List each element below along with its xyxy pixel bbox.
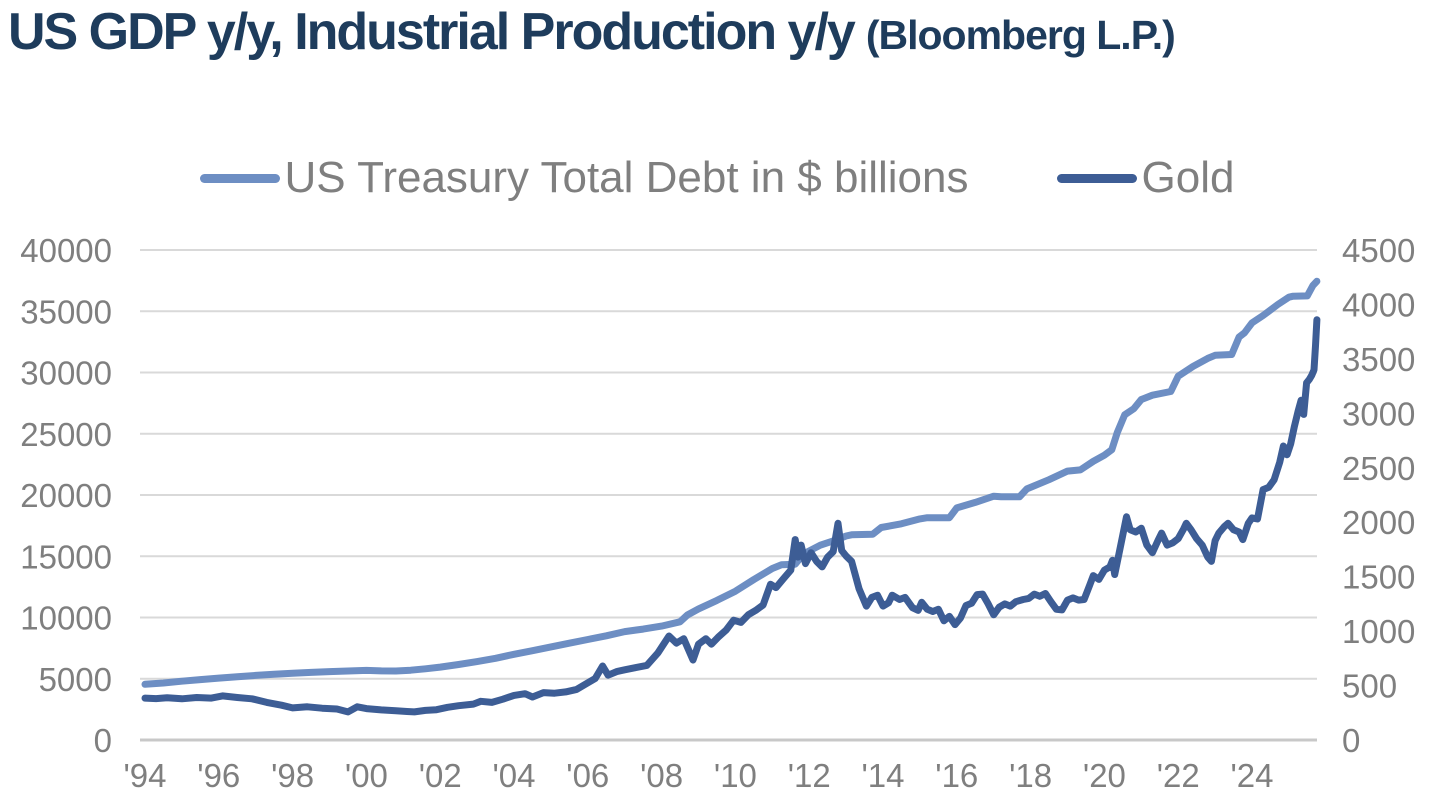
chart-legend: US Treasury Total Debt in $ billions Gol… [0, 156, 1434, 200]
x-axis-tick-label: '22 [1157, 757, 1200, 794]
y-axis-right-tick-label: 1000 [1342, 613, 1415, 650]
x-axis-tick-label: '24 [1230, 757, 1273, 794]
y-axis-right-tick-label: 4500 [1342, 232, 1415, 269]
x-axis-tick-label: '98 [271, 757, 314, 794]
y-axis-left-tick-label: 25000 [20, 416, 112, 453]
y-axis-left-tick-label: 15000 [20, 538, 112, 575]
x-axis-tick-label: '12 [788, 757, 831, 794]
y-axis-left-tick-label: 40000 [20, 232, 112, 269]
legend-item-gold: Gold [1056, 153, 1235, 202]
x-axis-tick-label: '06 [566, 757, 609, 794]
x-axis-tick-label: '16 [935, 757, 978, 794]
x-axis-tick-label: '14 [861, 757, 904, 794]
y-axis-right-tick-label: 4000 [1342, 286, 1415, 323]
x-axis-tick-label: '96 [197, 757, 240, 794]
x-axis-tick-label: '02 [419, 757, 462, 794]
x-axis-tick-label: '20 [1083, 757, 1126, 794]
series-line-gold [141, 316, 1321, 716]
x-axis-tick-label: '94 [123, 757, 166, 794]
page-title-source: (Bloomberg L.P.) [865, 12, 1176, 58]
y-axis-right-tick-label: 0 [1342, 722, 1360, 759]
y-axis-right-tick-label: 2000 [1342, 504, 1415, 541]
y-axis-right-tick-label: 1500 [1342, 559, 1415, 596]
x-axis-tick-label: '00 [345, 757, 388, 794]
y-axis-left-tick-label: 0 [94, 722, 112, 759]
y-axis-right-tick-label: 2500 [1342, 450, 1415, 487]
legend-label-gold: Gold [1141, 153, 1235, 202]
page-title: US GDP y/y, Industrial Production y/y (B… [8, 2, 1176, 62]
page-title-main: US GDP y/y, Industrial Production y/y [8, 3, 856, 61]
y-axis-right-tick-label: 3000 [1342, 395, 1415, 432]
y-axis-left-tick-label: 10000 [20, 600, 112, 637]
y-axis-right-tick-label: 3500 [1342, 341, 1415, 378]
x-axis-tick-label: '08 [640, 757, 683, 794]
y-axis-left-tick-label: 20000 [20, 477, 112, 514]
legend-label-treasury: US Treasury Total Debt in $ billions [284, 153, 969, 202]
x-axis-tick-label: '18 [1009, 757, 1052, 794]
y-axis-right-tick-label: 500 [1342, 668, 1397, 705]
gold-line-marker-icon [1056, 173, 1137, 183]
y-axis-left-tick-label: 35000 [20, 293, 112, 330]
legend-item-treasury: US Treasury Total Debt in $ billions [199, 153, 969, 202]
treasury-line-marker-icon [199, 173, 280, 183]
x-axis-tick-label: '10 [714, 757, 757, 794]
y-axis-left-tick-label: 5000 [39, 661, 112, 698]
y-axis-left-tick-label: 30000 [20, 355, 112, 392]
x-axis-tick-label: '04 [492, 757, 535, 794]
